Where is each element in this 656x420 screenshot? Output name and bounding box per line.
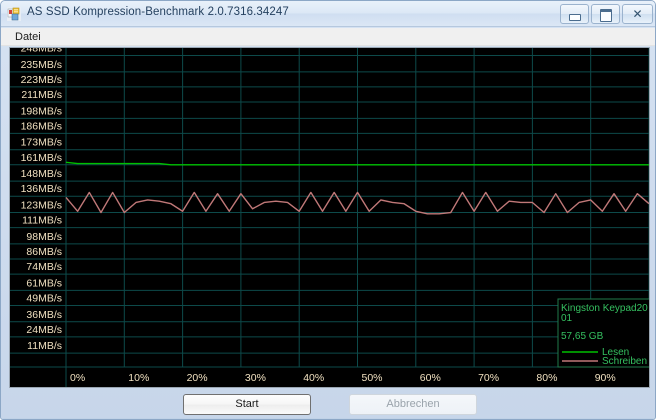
- chart-y-axis-labels: 11MB/s 24MB/s 36MB/s 49MB/s 61MB/s 74MB/s 86MB…: [21, 48, 62, 352]
- maximize-button[interactable]: [591, 4, 620, 24]
- start-button[interactable]: Start: [183, 394, 311, 415]
- close-icon: ✕: [632, 7, 643, 21]
- series-line-lesen: [65, 161, 649, 166]
- y-tick-label: 186MB/s: [21, 120, 62, 132]
- chart-background: [10, 48, 649, 387]
- y-tick-label: 136MB/s: [21, 183, 62, 195]
- x-tick-label: 60%: [420, 372, 441, 384]
- legend-write-label: Schreiben: [602, 356, 647, 367]
- y-tick-label: 211MB/s: [21, 89, 62, 101]
- x-tick-label: 40%: [303, 372, 324, 384]
- y-tick-label: 111MB/s: [22, 215, 62, 227]
- y-tick-label: 74MB/s: [26, 261, 62, 273]
- y-tick-label: 173MB/s: [21, 137, 62, 149]
- app-icon: [7, 7, 21, 21]
- y-tick-label: 123MB/s: [21, 200, 62, 212]
- x-tick-label: 30%: [245, 372, 266, 384]
- x-tick-label: 20%: [187, 372, 208, 384]
- minimize-icon: [569, 14, 581, 21]
- legend-device-name-overflow: 01: [561, 313, 573, 324]
- chart-x-axis-labels: 0%10%20%30%40%50%60%70%80%90%100%: [70, 372, 616, 384]
- status-strip: [1, 418, 655, 419]
- y-tick-label: 36MB/s: [26, 309, 62, 321]
- window-title: AS SSD Kompression-Benchmark 2.0.7316.34…: [27, 6, 289, 18]
- y-tick-label: 11MB/s: [27, 340, 62, 352]
- x-tick-label: 10%: [128, 372, 149, 384]
- y-tick-label: 49MB/s: [26, 292, 62, 304]
- legend-read-label: Lesen: [602, 347, 629, 358]
- window-controls: ✕: [560, 4, 653, 24]
- x-tick-label: 80%: [536, 372, 557, 384]
- y-tick-label: 235MB/s: [21, 59, 62, 71]
- x-tick-label: 70%: [478, 372, 499, 384]
- y-tick-label: 148MB/s: [21, 168, 62, 180]
- title-bar: AS SSD Kompression-Benchmark 2.0.7316.34…: [1, 1, 655, 27]
- legend-device-name: Kingston Keypad20: [561, 303, 648, 314]
- close-button[interactable]: ✕: [622, 4, 653, 24]
- benchmark-chart: 11MB/s 24MB/s 36MB/s 49MB/s 61MB/s 74MB/s 86MB…: [9, 47, 650, 388]
- series-line-schreiben: [65, 191, 649, 215]
- menu-item-datei[interactable]: Datei: [15, 31, 41, 43]
- y-tick-label: 198MB/s: [21, 105, 62, 117]
- x-tick-label: 90%: [595, 372, 616, 384]
- menu-bar: Datei: [1, 28, 655, 46]
- cancel-button: Abbrechen: [349, 394, 477, 415]
- chart-canvas: 11MB/s 24MB/s 36MB/s 49MB/s 61MB/s 74MB/s 86MB…: [10, 48, 649, 387]
- y-tick-label: 223MB/s: [21, 74, 62, 86]
- y-tick-label: 98MB/s: [26, 231, 62, 243]
- y-tick-label: 86MB/s: [26, 246, 62, 258]
- chart-series: [65, 161, 649, 215]
- y-tick-label: 61MB/s: [26, 277, 62, 289]
- maximize-icon: [600, 9, 612, 22]
- x-tick-label: 50%: [362, 372, 383, 384]
- y-tick-label: 248MB/s: [21, 48, 62, 55]
- footer-bar: Start Abbrechen: [1, 391, 655, 419]
- minimize-button[interactable]: [560, 4, 589, 24]
- y-tick-label: 161MB/s: [21, 152, 62, 164]
- legend-capacity: 57,65 GB: [561, 331, 604, 342]
- x-tick-label: 0%: [70, 372, 85, 384]
- y-tick-label: 24MB/s: [26, 324, 62, 336]
